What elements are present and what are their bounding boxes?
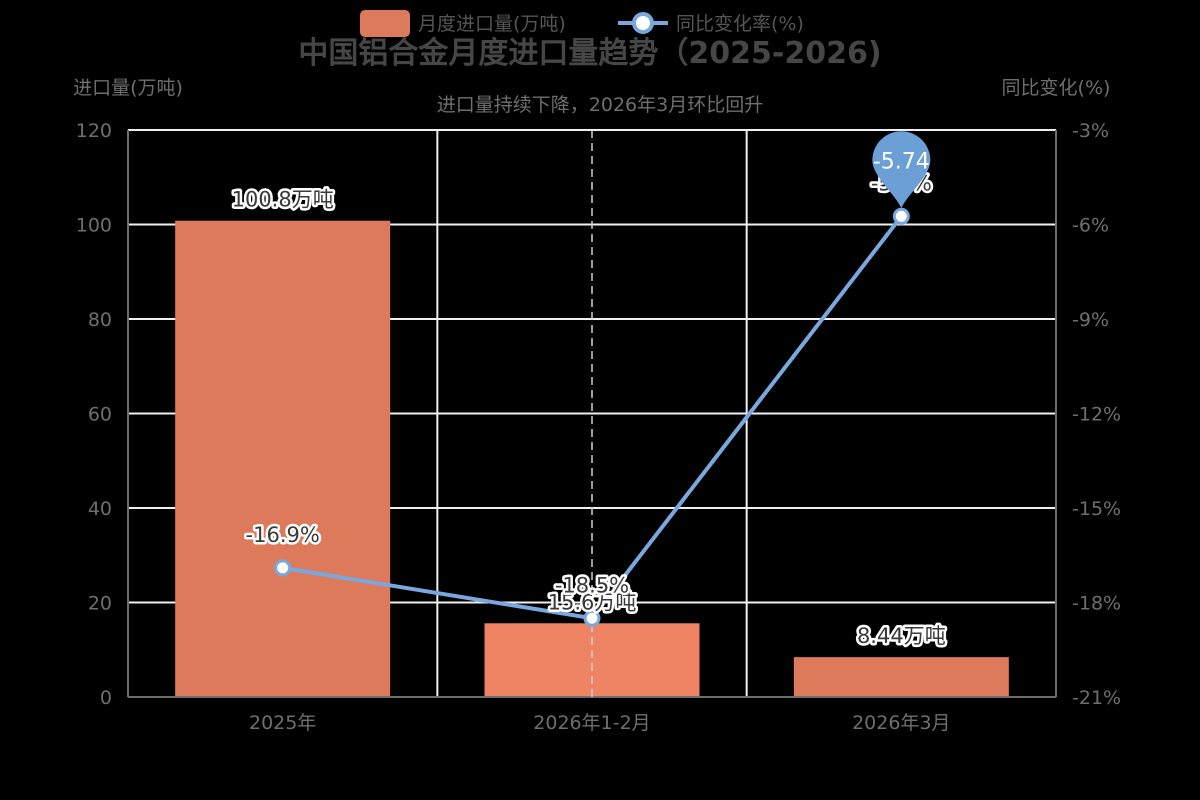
right-axis-tick-label: -18%	[1072, 593, 1121, 615]
bar-value-label-halo: 8.44万吨	[857, 624, 946, 648]
bar[interactable]	[175, 220, 391, 697]
line-value-label: -16.9%	[246, 523, 320, 547]
line-point-marker[interactable]	[274, 559, 292, 577]
bar-value-label: 100.8万吨	[232, 188, 334, 212]
data-labels: 100.8万吨100.8万吨15.6万吨15.6万吨8.44万吨8.44万吨-1…	[229, 169, 948, 651]
line-point-marker[interactable]	[892, 207, 910, 225]
left-axis-tick-label: 100	[76, 215, 112, 237]
right-axis-tick-label: -21%	[1072, 687, 1121, 709]
left-axis-tick-label: 80	[88, 309, 112, 331]
pin-marker-icon	[872, 131, 931, 209]
left-axis-name: 进口量(万吨)	[73, 77, 183, 99]
legend-label: 月度进口量(万吨)	[418, 13, 566, 35]
right-axis-tick-label: -15%	[1072, 498, 1121, 520]
bar-value-label: 8.44万吨	[857, 624, 946, 648]
legend: 月度进口量(万吨) 同比变化率(%)	[360, 10, 804, 37]
legend-item-yoy-change[interactable]: 同比变化率(%)	[618, 12, 804, 35]
bar-value-label: 15.6万吨	[548, 590, 637, 614]
line-value-label: -18.5%	[555, 573, 629, 597]
line-point-marker[interactable]	[583, 609, 601, 627]
line-value-label-halo: -18.5%	[555, 573, 629, 597]
line-series	[274, 207, 910, 627]
left-axis-tick-label: 0	[100, 687, 112, 709]
line-value-label-halo: -16.9%	[246, 523, 320, 547]
legend-marker-icon	[632, 12, 654, 34]
bar[interactable]	[793, 657, 1009, 697]
right-axis-tick-label: -3%	[1072, 120, 1109, 142]
right-axis-tick-label: -6%	[1072, 215, 1109, 237]
right-axis-tick-label: -12%	[1072, 404, 1121, 426]
pin-value-label: -5.74	[873, 149, 930, 174]
legend-label: 同比变化率(%)	[676, 13, 804, 35]
right-axis-tick-label: -9%	[1072, 309, 1109, 331]
legend-item-import-volume[interactable]: 月度进口量(万吨)	[360, 10, 566, 37]
chart-subtitle: 进口量持续下降，2026年3月环比回升	[437, 94, 763, 116]
left-axis-tick-label: 20	[88, 593, 112, 615]
x-axis-tick-label: 2026年1-2月	[533, 712, 650, 734]
bar[interactable]	[484, 623, 700, 697]
right-axis-name: 同比变化(%)	[1002, 77, 1111, 99]
axes: 0 -21% 20 -18% 40 -15% 60 -12% 80 -9% 100 -6% 120 -3%…	[76, 120, 1121, 734]
left-axis-tick-label: 120	[76, 120, 112, 142]
left-axis-tick-label: 60	[88, 404, 112, 426]
left-axis-tick-label: 40	[88, 498, 112, 520]
max-marker-pin: -5.74	[872, 131, 931, 209]
bar-value-label-halo: 15.6万吨	[548, 590, 637, 614]
chart-title: 中国铝合金月度进口量趋势（2025-2026)	[298, 36, 881, 71]
bar-value-label-halo: 100.8万吨	[232, 188, 334, 212]
x-axis-tick-label: 2026年3月	[852, 712, 950, 734]
legend-bar-swatch-icon	[360, 10, 410, 37]
x-axis-tick-label: 2025年	[249, 712, 316, 734]
bar-series	[175, 220, 1009, 697]
